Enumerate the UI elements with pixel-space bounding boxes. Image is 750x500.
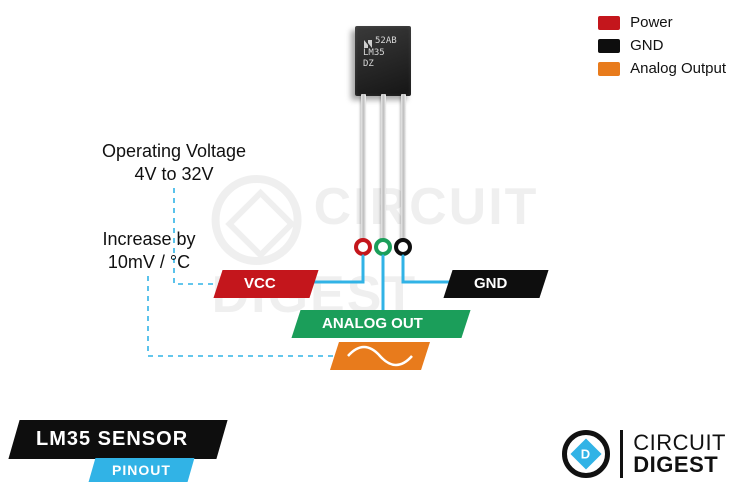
legend-label: Analog Output	[630, 60, 726, 77]
brand-text: CIRCUIT DIGEST	[633, 432, 726, 476]
legend-label: GND	[630, 37, 663, 54]
pin-label-vcc: VCC	[213, 270, 318, 298]
title-main: LM35 SENSOR	[8, 420, 227, 459]
chip-line1: 52AB	[375, 36, 407, 46]
chip-leg-analog	[381, 94, 386, 244]
annotation-operating-voltage: Operating Voltage 4V to 32V	[84, 140, 264, 185]
legend: Power GND Analog Output	[598, 14, 726, 83]
anno-line: 10mV / °C	[74, 251, 224, 274]
legend-item-power: Power	[598, 14, 726, 31]
legend-label: Power	[630, 14, 673, 31]
brand-letter: D	[582, 446, 591, 461]
title-sub: PINOUT	[89, 458, 195, 482]
chip-line2: LM35	[363, 48, 407, 58]
title-block: LM35 SENSOR PINOUT	[14, 420, 222, 482]
chip-leg-vcc	[361, 94, 366, 244]
pin-dot-analog	[374, 238, 392, 256]
chip-line3: DZ	[363, 59, 407, 69]
pin-label-analog: ANALOG OUT	[291, 310, 470, 338]
anno-line: Operating Voltage	[84, 140, 264, 163]
anno-line: Increase by	[74, 228, 224, 251]
brand-circle-icon: D	[562, 430, 610, 478]
analog-wave-icon	[330, 342, 430, 370]
anno-line: 4V to 32V	[84, 163, 264, 186]
nsemi-logo-icon	[363, 36, 373, 46]
legend-item-analog: Analog Output	[598, 60, 726, 77]
pin-dot-gnd	[394, 238, 412, 256]
chip-leg-gnd	[401, 94, 406, 244]
annotation-slope: Increase by 10mV / °C	[74, 228, 224, 273]
pin-label-gnd: GND	[443, 270, 548, 298]
lm35-chip: 52AB LM35 DZ	[355, 26, 411, 96]
pin-dot-vcc	[354, 238, 372, 256]
legend-item-gnd: GND	[598, 37, 726, 54]
brand-logo: D CIRCUIT DIGEST	[562, 430, 726, 478]
